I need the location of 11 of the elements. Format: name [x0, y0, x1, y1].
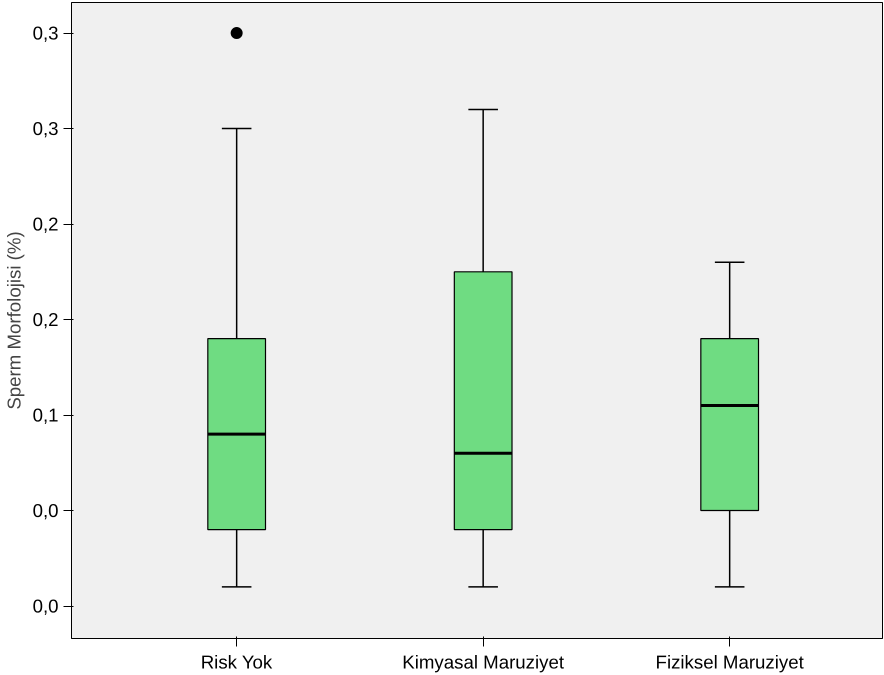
x-tick-label: Fiziksel Maruziyet	[656, 652, 805, 672]
y-tick-label: 0,2	[32, 214, 59, 235]
y-tick-label: 0,0	[32, 500, 59, 522]
y-tick-label: 0,0	[32, 596, 59, 617]
x-tick-label: Risk Yok	[200, 652, 273, 672]
x-tick-label: Kimyasal Maruziyet	[402, 652, 565, 672]
y-axis-title: Sperm Morfolojisi (%)	[4, 231, 25, 410]
y-tick-label: 0,2	[32, 309, 59, 330]
y-tick-label: 0,1	[32, 404, 59, 426]
y-tick-label: 0,3	[32, 118, 59, 140]
y-tick-label: 0,3	[32, 22, 59, 44]
